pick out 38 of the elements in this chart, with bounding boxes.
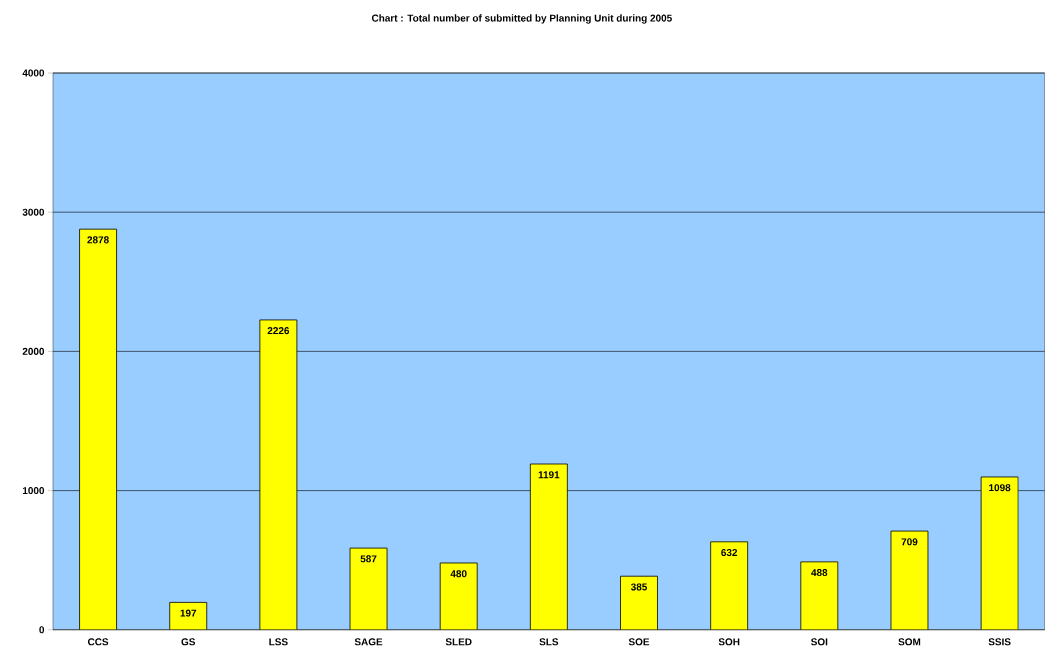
y-tick-label: 4000 xyxy=(22,69,45,77)
bar xyxy=(980,476,1019,630)
x-tick-label: CCS xyxy=(87,638,109,646)
x-tick-label: SOH xyxy=(718,638,740,646)
data-label: 2878 xyxy=(87,236,109,244)
data-label: 709 xyxy=(901,538,918,546)
data-label: 1191 xyxy=(538,471,560,479)
bar xyxy=(710,541,749,630)
bar xyxy=(620,575,658,630)
x-tick-label: GS xyxy=(181,638,196,646)
bar xyxy=(800,561,839,630)
x-tick-label: SAGE xyxy=(354,638,383,646)
data-label: 488 xyxy=(811,569,828,577)
x-tick-label: LSS xyxy=(269,638,288,646)
data-label: 480 xyxy=(450,570,467,578)
x-tick-label: SLS xyxy=(539,638,559,646)
y-tick-label: 2000 xyxy=(22,347,45,355)
bar xyxy=(259,319,298,630)
x-tick-label: SOE xyxy=(628,638,650,646)
x-tick-label: SLED xyxy=(445,638,472,646)
data-label: 2226 xyxy=(267,327,290,335)
data-label: 587 xyxy=(360,555,377,563)
y-tick-label: 0 xyxy=(39,626,45,634)
data-label: 385 xyxy=(630,583,648,591)
data-label: 197 xyxy=(180,609,197,617)
bar xyxy=(529,463,568,630)
data-label: 1098 xyxy=(989,484,1011,492)
bar xyxy=(890,530,929,630)
bar xyxy=(79,228,117,630)
x-tick-label: SSIS xyxy=(988,638,1011,646)
bar xyxy=(439,562,478,630)
bar xyxy=(349,547,388,630)
chart-title: Chart : Total number of submitted by Planning Unit during 2005 xyxy=(371,14,672,24)
data-label: 632 xyxy=(721,549,738,557)
y-tick-label: 3000 xyxy=(22,208,45,216)
y-tick-label: 1000 xyxy=(22,487,45,495)
x-tick-label: SOM xyxy=(898,638,921,646)
x-tick-label: SOI xyxy=(811,638,828,646)
